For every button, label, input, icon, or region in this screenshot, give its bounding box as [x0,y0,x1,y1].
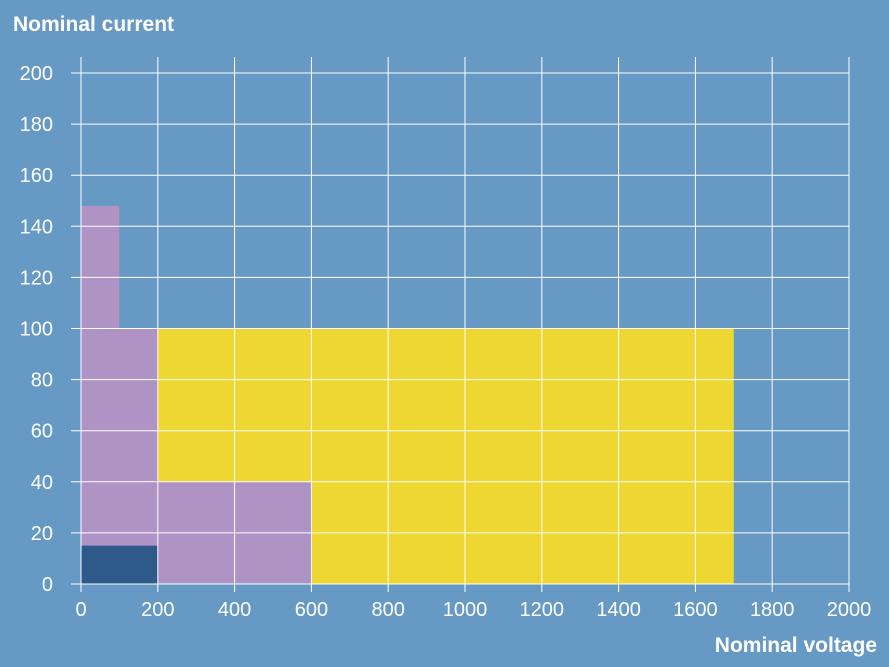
x-tick-label: 1000 [443,599,488,621]
y-tick-label: 0 [42,574,53,596]
x-tick-label: 200 [141,599,174,621]
y-tick-label: 160 [20,165,53,187]
area-region-3 [81,545,158,584]
y-axis-title: Nominal current [13,13,174,36]
x-tick-label: 400 [218,599,251,621]
y-tick-labels: 0 20 40 60 80 100 120 140 160 180 200 [20,63,53,596]
y-tick-label: 40 [31,472,53,494]
area-region-2 [81,205,312,585]
y-tick-label: 100 [20,319,53,341]
area-regions [81,205,734,585]
y-tick-label: 120 [20,267,53,289]
x-axis-title: Nominal voltage [715,634,877,657]
x-tick-label: 600 [295,599,328,621]
x-tick-label: 1200 [520,599,565,621]
x-tick-label: 800 [372,599,405,621]
x-tick-label: 0 [75,599,86,621]
x-tick-labels: 0 200 400 600 800 1000 1200 1400 1600 1800 2000 [75,599,871,621]
y-tick-label: 140 [20,216,53,238]
x-tick-label: 1600 [673,599,718,621]
x-tick-label: 1800 [750,599,795,621]
gridlines [71,57,850,592]
y-tick-label: 20 [31,523,53,545]
y-tick-label: 200 [20,63,53,85]
y-tick-label: 80 [31,370,53,392]
y-tick-label: 180 [20,114,53,136]
x-tick-label: 1400 [596,599,641,621]
x-tick-label: 2000 [827,599,872,621]
y-tick-label: 60 [31,421,53,443]
